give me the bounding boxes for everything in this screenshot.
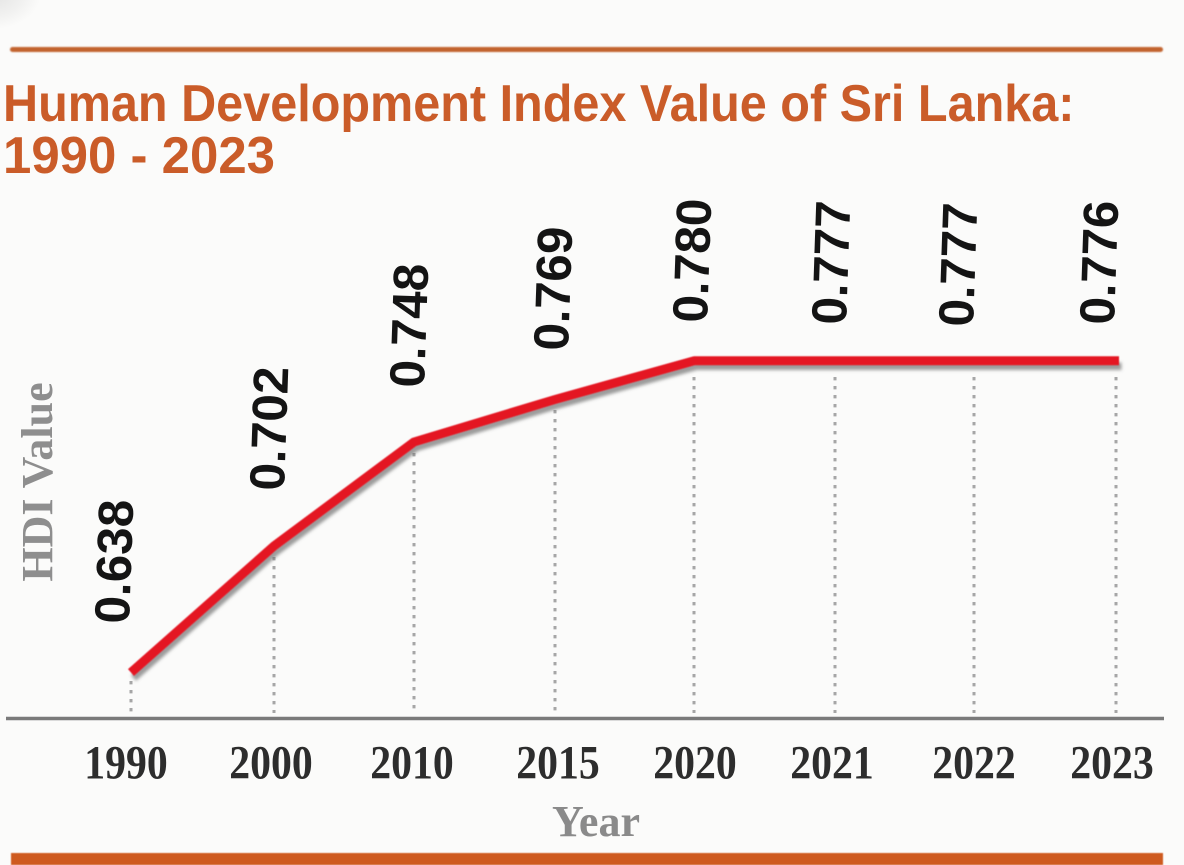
svg-text:0.777: 0.777 [929, 202, 988, 328]
svg-text:2010: 2010 [370, 736, 453, 789]
svg-text:2020: 2020 [653, 736, 736, 789]
svg-text:2015: 2015 [516, 736, 599, 789]
svg-text:0.748: 0.748 [380, 263, 439, 389]
svg-text:2000: 2000 [229, 736, 312, 789]
svg-text:1990: 1990 [84, 736, 167, 789]
svg-text:0.769: 0.769 [524, 226, 583, 352]
svg-text:2022: 2022 [932, 736, 1015, 789]
svg-text:0.638: 0.638 [85, 499, 144, 625]
svg-text:HDI Value: HDI Value [13, 382, 62, 581]
svg-text:2023: 2023 [1070, 736, 1153, 789]
svg-text:2021: 2021 [790, 736, 873, 789]
svg-text:Year: Year [552, 797, 640, 846]
svg-text:0.777: 0.777 [802, 200, 861, 326]
svg-text:0.702: 0.702 [240, 366, 299, 492]
svg-text:0.776: 0.776 [1070, 200, 1129, 326]
svg-text:0.780: 0.780 [663, 198, 722, 324]
